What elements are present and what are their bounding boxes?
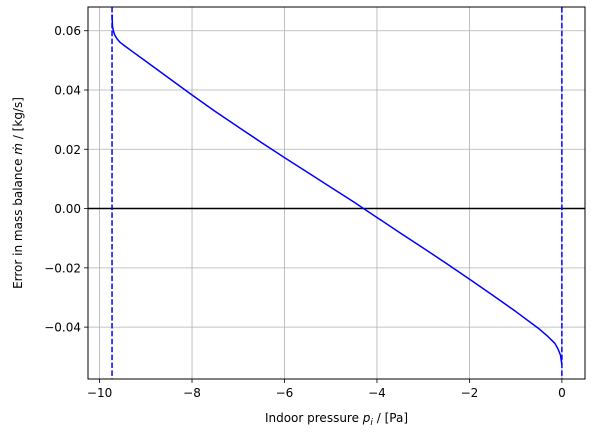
x-tick-label: 0 xyxy=(558,386,566,400)
x-tick-label: −2 xyxy=(461,386,479,400)
reference-lines xyxy=(88,7,585,379)
y-tick-label: −0.02 xyxy=(44,261,81,275)
x-tick-label: −10 xyxy=(87,386,112,400)
grid xyxy=(88,7,585,379)
y-tick-label: 0.04 xyxy=(54,83,81,97)
x-tick-label: −6 xyxy=(276,386,294,400)
y-tick-label: −0.04 xyxy=(44,321,81,335)
y-tick-label: 0.00 xyxy=(54,202,81,216)
y-axis-label: Error in mass balance ṁ / [kg/s] xyxy=(11,97,25,289)
y-axis-ticks: −0.04 −0.02 0.00 0.02 0.04 0.06 xyxy=(44,24,88,335)
plot-area xyxy=(87,6,586,380)
series-layer xyxy=(111,14,563,365)
x-tick-label: −8 xyxy=(183,386,201,400)
x-axis-label: Indoor pressure pi / [Pa] xyxy=(265,411,408,428)
y-tick-label: 0.02 xyxy=(54,143,81,157)
x-tick-label: −4 xyxy=(368,386,386,400)
y-tick-label: 0.06 xyxy=(54,24,81,38)
x-axis-ticks: −10 −8 −6 −4 −2 0 xyxy=(87,379,566,400)
series-line xyxy=(111,14,563,365)
